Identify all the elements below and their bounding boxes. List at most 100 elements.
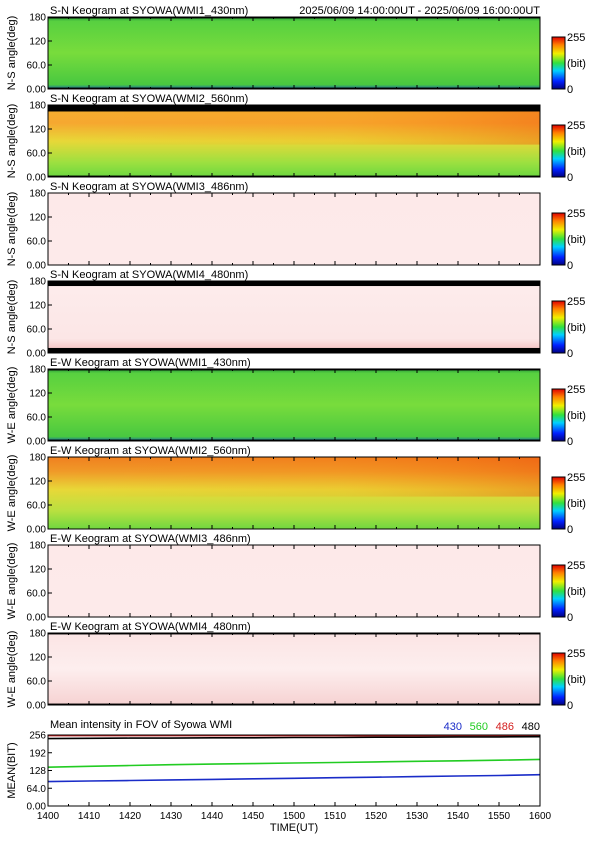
y-tick-label: 60.0 bbox=[27, 413, 47, 424]
keogram-image bbox=[48, 17, 540, 89]
colorbar-max-label: 255 bbox=[567, 208, 585, 220]
y-axis-label: W-E angle(deg) bbox=[6, 631, 18, 708]
x-tick-label: 1410 bbox=[78, 811, 101, 822]
y-tick-label: 120 bbox=[29, 125, 46, 136]
y-axis-label: W-E angle(deg) bbox=[6, 367, 18, 444]
y-tick-label: 60.0 bbox=[27, 61, 47, 72]
colorbar-min-label: 0 bbox=[567, 260, 573, 272]
y-tick-label: 180 bbox=[29, 541, 46, 552]
colorbar bbox=[551, 36, 566, 90]
y-tick-label: 256 bbox=[29, 731, 46, 742]
x-tick-label: 1520 bbox=[365, 811, 388, 822]
y-tick-label: 60.0 bbox=[27, 149, 47, 160]
keogram-image bbox=[48, 633, 540, 705]
y-tick-label: 120 bbox=[29, 565, 46, 576]
mean-plot-title: Mean intensity in FOV of Syowa WMI bbox=[50, 719, 232, 731]
y-tick-label: 60.0 bbox=[27, 677, 47, 688]
y-axis-label: N-S angle(deg) bbox=[6, 280, 18, 355]
keogram-panel: S-N Keogram at SYOWA(WMI4_480nm) 0.00 60.0… bbox=[6, 269, 586, 360]
y-tick-label: 60.0 bbox=[27, 501, 47, 512]
y-tick-label: 0.00 bbox=[27, 701, 47, 712]
x-tick-label: 1540 bbox=[447, 811, 470, 822]
x-tick-label: 1440 bbox=[201, 811, 224, 822]
colorbar-unit-label: (bit) bbox=[567, 498, 586, 510]
y-tick-label: 180 bbox=[29, 365, 46, 376]
colorbar-max-label: 255 bbox=[567, 648, 585, 660]
y-axis-label: N-S angle(deg) bbox=[6, 104, 18, 179]
colorbar-max-label: 255 bbox=[567, 296, 585, 308]
y-tick-label: 180 bbox=[29, 101, 46, 112]
keogram-panel: S-N Keogram at SYOWA(WMI2_560nm) 0.00 60.0… bbox=[6, 93, 586, 184]
mean-plot-frame bbox=[47, 734, 541, 807]
keogram-panel: E-W Keogram at SYOWA(WMI1_430nm) 0.00 60.0… bbox=[6, 357, 586, 448]
series-line-430 bbox=[47, 773, 541, 783]
x-tick-label: 1550 bbox=[488, 811, 511, 822]
colorbar bbox=[551, 476, 566, 530]
y-tick-label: 180 bbox=[29, 629, 46, 640]
x-tick-label: 1450 bbox=[242, 811, 265, 822]
keogram-panel: S-N Keogram at SYOWA(WMI1_430nm) 2025/06/… bbox=[6, 5, 586, 96]
keogram-panel: E-W Keogram at SYOWA(WMI4_480nm) 0.00 60.0… bbox=[6, 621, 586, 712]
keogram-image bbox=[48, 545, 540, 617]
colorbar-unit-label: (bit) bbox=[567, 410, 586, 422]
legend-entry: 480 bbox=[522, 721, 540, 733]
y-tick-label: 60.0 bbox=[27, 589, 47, 600]
keogram-image bbox=[48, 281, 540, 353]
y-axis-label: N-S angle(deg) bbox=[6, 192, 18, 267]
colorbar-min-label: 0 bbox=[567, 436, 573, 448]
y-tick-label: 0.00 bbox=[27, 613, 47, 624]
keogram-trend-overlay bbox=[48, 457, 540, 497]
y-tick-label: 120 bbox=[29, 37, 46, 48]
x-tick-label: 1510 bbox=[324, 811, 347, 822]
colorbar bbox=[551, 212, 566, 266]
legend-entry: 560 bbox=[470, 721, 488, 733]
keogram-title: E-W Keogram at SYOWA(WMI2_560nm) bbox=[50, 445, 251, 457]
colorbar-unit-label: (bit) bbox=[567, 234, 586, 246]
colorbar-unit-label: (bit) bbox=[567, 586, 586, 598]
y-tick-label: 192 bbox=[29, 748, 46, 759]
time-range: 2025/06/09 14:00:00UT - 2025/06/09 16:00… bbox=[299, 5, 540, 17]
colorbar-min-label: 0 bbox=[567, 84, 573, 96]
y-tick-label: 180 bbox=[29, 13, 46, 24]
x-tick-label: 1400 bbox=[37, 811, 60, 822]
y-tick-label: 180 bbox=[29, 453, 46, 464]
colorbar bbox=[551, 388, 566, 442]
series-line-480 bbox=[47, 735, 541, 740]
keogram-panel: S-N Keogram at SYOWA(WMI3_486nm) 0.00 60.0… bbox=[6, 181, 586, 272]
colorbar-unit-label: (bit) bbox=[567, 322, 586, 334]
colorbar bbox=[551, 564, 566, 618]
keogram-panel: E-W Keogram at SYOWA(WMI3_486nm) 0.00 60.0… bbox=[6, 533, 586, 624]
y-tick-label: 180 bbox=[29, 277, 46, 288]
y-tick-label: 0.00 bbox=[27, 525, 47, 536]
legend-entry: 486 bbox=[496, 721, 514, 733]
keogram-panel: E-W Keogram at SYOWA(WMI2_560nm) 0.00 60.0… bbox=[6, 445, 586, 536]
y-tick-label: 128 bbox=[29, 766, 46, 777]
colorbar-max-label: 255 bbox=[567, 120, 585, 132]
colorbar bbox=[551, 124, 566, 178]
y-tick-label: 120 bbox=[29, 653, 46, 664]
colorbar-min-label: 0 bbox=[567, 612, 573, 624]
y-axis-label: W-E angle(deg) bbox=[6, 455, 18, 532]
x-axis-label: TIME(UT) bbox=[270, 822, 318, 834]
keogram-title: E-W Keogram at SYOWA(WMI3_486nm) bbox=[50, 533, 251, 545]
y-tick-label: 120 bbox=[29, 213, 46, 224]
x-tick-label: 1600 bbox=[529, 811, 552, 822]
y-tick-label: 0.00 bbox=[27, 437, 47, 448]
y-axis-label: N-S angle(deg) bbox=[6, 16, 18, 91]
x-tick-label: 1500 bbox=[283, 811, 306, 822]
keogram-image bbox=[48, 193, 540, 265]
colorbar-min-label: 0 bbox=[567, 524, 573, 536]
colorbar-unit-label: (bit) bbox=[567, 674, 586, 686]
legend-entry: 430 bbox=[444, 721, 462, 733]
y-tick-label: 120 bbox=[29, 389, 46, 400]
keogram-image bbox=[48, 369, 540, 441]
colorbar-max-label: 255 bbox=[567, 560, 585, 572]
colorbar-unit-label: (bit) bbox=[567, 146, 586, 158]
keogram-title: S-N Keogram at SYOWA(WMI2_560nm) bbox=[50, 93, 248, 105]
series-line-560 bbox=[47, 758, 541, 768]
colorbar-unit-label: (bit) bbox=[567, 58, 586, 70]
y-tick-label: 0.00 bbox=[27, 261, 47, 272]
y-axis-label: MEAN(BIT) bbox=[6, 742, 18, 798]
y-tick-label: 180 bbox=[29, 189, 46, 200]
